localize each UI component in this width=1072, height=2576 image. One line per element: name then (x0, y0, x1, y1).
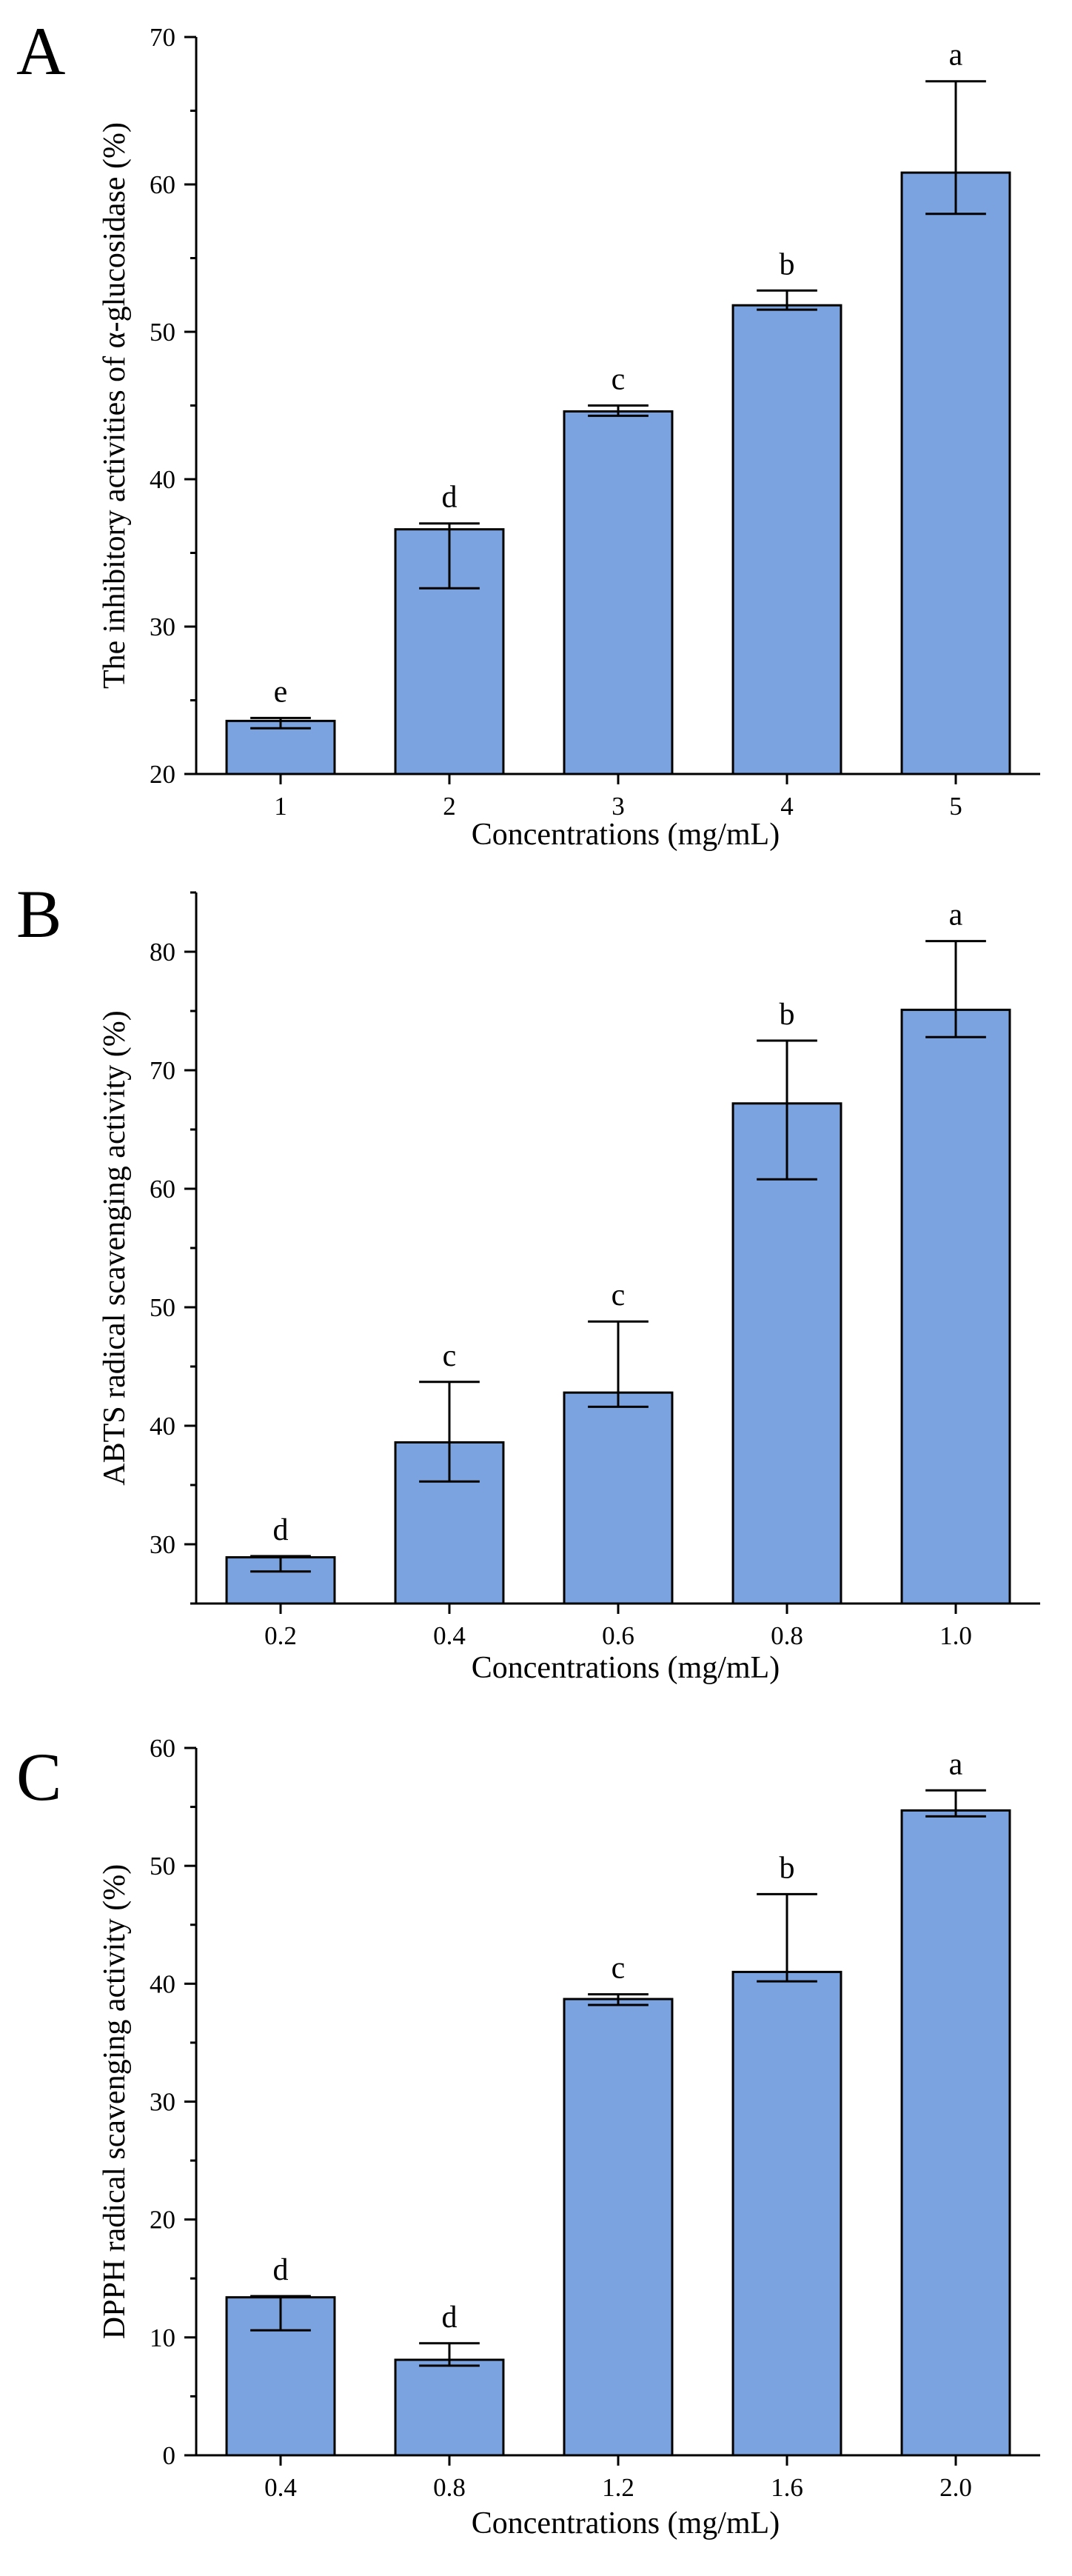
x-tick-label: 2 (443, 792, 456, 821)
significance-label: b (780, 247, 795, 281)
significance-label: a (949, 39, 963, 73)
y-tick-label: 70 (150, 1056, 175, 1085)
bar (900, 1809, 1011, 2457)
x-tick-label: 0.8 (771, 1621, 803, 1650)
x-tick-label: 1 (274, 792, 287, 821)
significance-label: a (949, 898, 963, 932)
significance-label: c (443, 1339, 457, 1373)
x-tick-label: 0.6 (602, 1621, 634, 1650)
significance-label: b (780, 998, 795, 1032)
y-axis-title: ABTS radical scavenging activity (%) (98, 1010, 132, 1485)
bar (731, 1970, 842, 2457)
x-tick-label: 0.8 (433, 2473, 466, 2502)
y-tick-label: 60 (150, 1734, 175, 1763)
bar (225, 719, 336, 775)
x-tick-label: 1.2 (602, 2473, 634, 2502)
x-tick-label: 2.0 (939, 2473, 972, 2502)
panel-a: Ae 1 d 2 c 3 b 4 a 5 20 30 40 50 60 70 Concentrations (m… (16, 13, 1040, 852)
significance-label: a (949, 1747, 963, 1781)
y-tick-label: 80 (150, 938, 175, 967)
x-tick-label: 0.4 (264, 2473, 297, 2502)
bar (563, 410, 674, 775)
x-tick-label: 0.2 (264, 1621, 297, 1650)
bar (394, 2358, 505, 2457)
y-tick-label: 50 (150, 1293, 175, 1322)
significance-label: c (612, 1278, 626, 1312)
y-tick-label: 70 (150, 23, 175, 52)
y-tick-label: 50 (150, 1852, 175, 1881)
y-tick-label: 40 (150, 1412, 175, 1441)
significance-label: e (274, 675, 288, 709)
bar (900, 171, 1011, 775)
y-tick-label: 50 (150, 318, 175, 347)
x-axis-title: Concentrations (mg/mL) (472, 818, 780, 852)
x-tick-label: 5 (949, 792, 962, 821)
significance-label: c (612, 363, 626, 397)
y-axis-title: DPPH radical scavenging activity (%) (98, 1864, 132, 2339)
x-axis-title: Concentrations (mg/mL) (472, 2506, 780, 2540)
x-tick-label: 1.0 (939, 1621, 972, 1650)
x-tick-label: 0.4 (433, 1621, 466, 1650)
y-tick-label: 40 (150, 465, 175, 494)
y-tick-label: 30 (150, 613, 175, 641)
panel-b: Bd 0.2 c 0.4 c 0.6 b 0.8 a 1.0 30 40 50 60 70 80 Concent… (16, 876, 1040, 1685)
bar (731, 304, 842, 775)
x-axis-title: Concentrations (mg/mL) (472, 1651, 780, 1685)
y-tick-label: 20 (150, 760, 175, 789)
y-axis-title: The inhibitory activities of α-glucosida… (98, 122, 132, 689)
y-tick-label: 30 (150, 1530, 175, 1559)
significance-label: d (442, 481, 458, 515)
panel-letter: C (16, 1739, 61, 1815)
bar (563, 1391, 674, 1605)
significance-label: d (442, 2300, 458, 2335)
bar (563, 1998, 674, 2457)
significance-label: d (273, 1513, 289, 1547)
panel-letter: B (16, 876, 61, 952)
panel-letter: A (16, 13, 65, 89)
x-tick-label: 1.6 (771, 2473, 803, 2502)
panel-c: Cd 0.4 d 0.8 c 1.2 b 1.6 a 2.0 0 10 20 30 40 50 60 Concen… (16, 1734, 1040, 2540)
bar (731, 1102, 842, 1605)
significance-label: b (780, 1851, 795, 1885)
significance-label: c (612, 1952, 626, 1986)
y-tick-label: 20 (150, 2206, 175, 2235)
y-tick-label: 60 (150, 1175, 175, 1204)
y-tick-label: 40 (150, 1969, 175, 1998)
y-tick-label: 30 (150, 2088, 175, 2117)
y-tick-label: 60 (150, 170, 175, 199)
x-tick-label: 4 (780, 792, 794, 821)
y-tick-label: 10 (150, 2323, 175, 2352)
y-tick-label: 0 (163, 2441, 176, 2470)
x-tick-label: 3 (612, 792, 625, 821)
significance-label: d (273, 2253, 289, 2287)
bar (900, 1008, 1011, 1605)
